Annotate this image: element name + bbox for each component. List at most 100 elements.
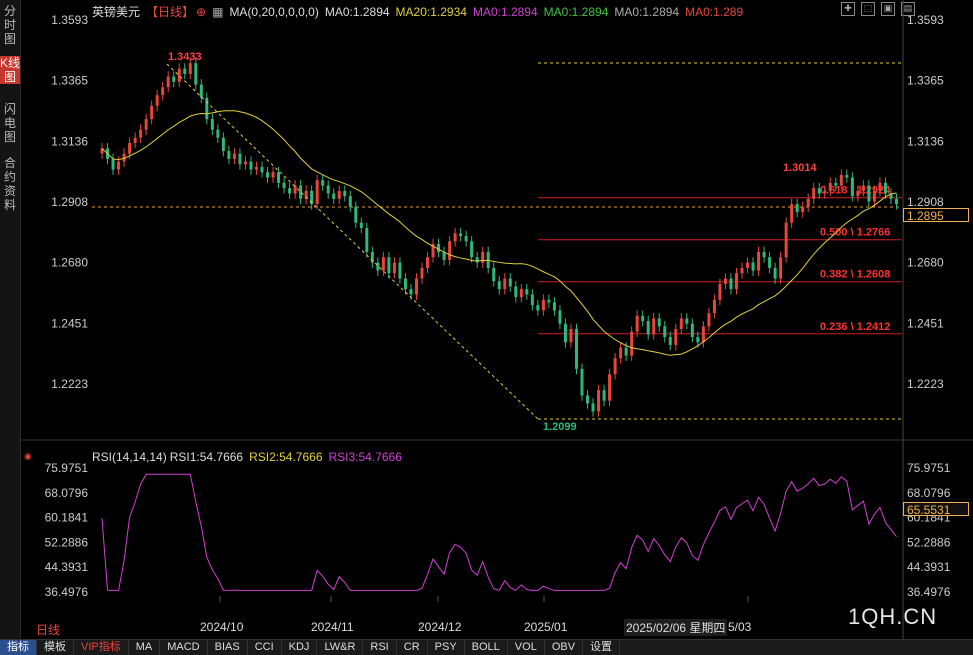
tab-contract-info[interactable]: 合约资料 bbox=[3, 156, 16, 212]
candle-body bbox=[790, 204, 794, 223]
indicator-tab-macd[interactable]: MACD bbox=[160, 640, 208, 655]
candle-body bbox=[784, 222, 788, 258]
tab-k-line-chart[interactable]: K线图 bbox=[0, 56, 21, 84]
indicator-tab-obv[interactable]: OBV bbox=[545, 640, 584, 655]
candle-body bbox=[757, 251, 761, 271]
trend-line bbox=[166, 63, 539, 420]
indicator-tab-ma[interactable]: MA bbox=[129, 640, 161, 655]
candle-body bbox=[420, 267, 424, 279]
rsi-axis-label-left: 52.2886 bbox=[45, 535, 89, 549]
candle-body bbox=[701, 326, 705, 343]
candle-body bbox=[210, 119, 214, 130]
candle-body bbox=[679, 318, 683, 330]
price-axis-label-right: 1.2223 bbox=[907, 377, 944, 391]
candle-body bbox=[238, 153, 242, 165]
candle-body bbox=[464, 236, 468, 242]
candle-body bbox=[597, 390, 601, 412]
indicator-tab-指标[interactable]: 指标 bbox=[0, 640, 37, 655]
indicator-tab-kdj[interactable]: KDJ bbox=[282, 640, 318, 655]
indicator-tab-bias[interactable]: BIAS bbox=[208, 640, 248, 655]
indicator-tab-设置[interactable]: 设置 bbox=[583, 640, 621, 655]
indicator-icon[interactable]: ▦ bbox=[212, 5, 224, 19]
candle-body bbox=[277, 172, 281, 183]
candle-body bbox=[558, 310, 562, 324]
candle-body bbox=[448, 241, 452, 260]
time-axis-label: 2024/12 bbox=[418, 620, 462, 634]
candle-body bbox=[359, 222, 363, 229]
rsi-axis-label-left: 68.0796 bbox=[45, 486, 89, 500]
candle-body bbox=[541, 299, 545, 311]
indicator-tab-模板[interactable]: 模板 bbox=[37, 640, 74, 655]
candle-body bbox=[343, 190, 347, 197]
candle-body bbox=[514, 286, 518, 298]
tab-flash-chart[interactable]: 闪电图 bbox=[3, 102, 16, 144]
indicator-tab-psy[interactable]: PSY bbox=[428, 640, 465, 655]
indicator-tab-vip指标[interactable]: VIP指标 bbox=[74, 640, 129, 655]
candle-body bbox=[746, 262, 750, 268]
candle-body bbox=[392, 262, 396, 274]
candle-body bbox=[332, 193, 336, 199]
indicator-tab-lw-r[interactable]: LW&R bbox=[317, 640, 364, 655]
indicator-tab-cci[interactable]: CCI bbox=[248, 640, 282, 655]
price-axis-label-right: 1.3136 bbox=[907, 134, 944, 148]
candle-body bbox=[470, 241, 474, 258]
ma-value: MA0:1.2894 bbox=[324, 5, 390, 19]
candle-body bbox=[751, 262, 755, 271]
candle-body bbox=[712, 299, 716, 314]
price-axis-label-right: 1.2451 bbox=[907, 316, 944, 330]
candle-body bbox=[883, 182, 887, 194]
candle-body bbox=[723, 278, 727, 284]
candle-body bbox=[508, 278, 512, 287]
layout-icon[interactable]: ▤ bbox=[901, 2, 915, 16]
indicator-tab-boll[interactable]: BOLL bbox=[465, 640, 508, 655]
tab-time-chart[interactable]: 分时图 bbox=[3, 4, 16, 46]
candle-body bbox=[133, 137, 137, 144]
rsi-settings-icon[interactable]: ◉ bbox=[24, 451, 32, 461]
indicator-tab-rsi[interactable]: RSI bbox=[363, 640, 397, 655]
expand-icon[interactable]: ⬚ bbox=[861, 2, 875, 16]
candle-body bbox=[663, 326, 667, 337]
indicator-tab-cr[interactable]: CR bbox=[397, 640, 428, 655]
candle-body bbox=[166, 76, 170, 88]
candle-body bbox=[608, 374, 612, 401]
period-badge[interactable]: 【日线】 bbox=[146, 5, 195, 19]
low-label: 1.2099 bbox=[543, 421, 577, 433]
candle-body bbox=[889, 193, 893, 199]
candle-body bbox=[409, 289, 413, 295]
candle-body bbox=[155, 95, 159, 106]
ma-params: MA(0,20,0,0,0,0) bbox=[229, 5, 319, 19]
candle-body bbox=[161, 87, 165, 96]
candle-body bbox=[696, 336, 700, 343]
candle-body bbox=[619, 347, 623, 359]
price-axis-label-right: 1.3593 bbox=[907, 13, 944, 27]
candle-body bbox=[817, 188, 821, 194]
rsi-axis-label-right: 36.4976 bbox=[907, 585, 951, 599]
candle-body bbox=[768, 257, 772, 268]
settings-icon[interactable]: ⊕ bbox=[196, 5, 207, 19]
candle-body bbox=[823, 190, 827, 194]
candle-body bbox=[321, 180, 325, 186]
candle-body bbox=[437, 243, 441, 252]
period-label[interactable]: 日线 bbox=[36, 623, 61, 637]
candle-body bbox=[414, 278, 418, 295]
window-icon[interactable]: ▣ bbox=[881, 2, 895, 16]
candle-body bbox=[563, 323, 567, 343]
candle-body bbox=[828, 182, 832, 191]
candle-body bbox=[271, 172, 275, 178]
indicator-tab-vol[interactable]: VOL bbox=[508, 640, 545, 655]
candle-body bbox=[591, 403, 595, 412]
grid-icon[interactable]: ✚ bbox=[841, 2, 855, 16]
candle-body bbox=[812, 188, 816, 199]
rsi-axis-label-left: 75.9751 bbox=[45, 461, 89, 475]
candle-body bbox=[128, 143, 132, 154]
price-axis-label-left: 1.2680 bbox=[51, 256, 88, 270]
candle-body bbox=[249, 161, 253, 170]
candle-body bbox=[740, 267, 744, 274]
candle-body bbox=[426, 257, 430, 268]
high-label: 1.3433 bbox=[168, 51, 202, 63]
candle-body bbox=[641, 315, 645, 322]
candle-body bbox=[850, 177, 854, 197]
candle-body bbox=[624, 347, 628, 356]
candle-body bbox=[646, 321, 650, 335]
